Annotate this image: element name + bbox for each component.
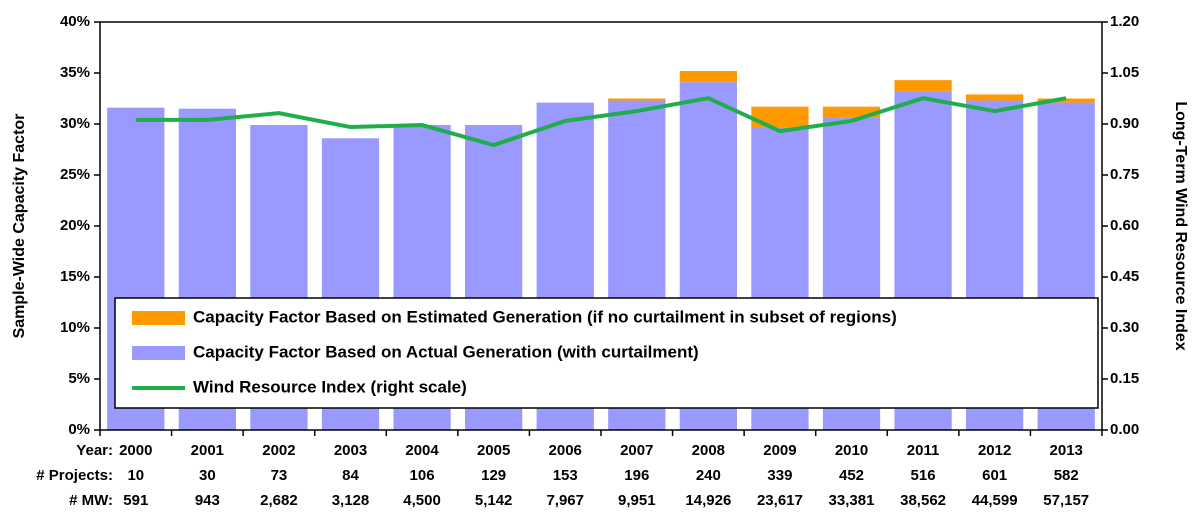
y-tick-label: 20% [60, 217, 90, 234]
legend-label: Capacity Factor Based on Actual Generati… [193, 342, 699, 361]
table-cell: 2013 [1050, 442, 1083, 459]
y-tick-label: 40% [60, 13, 90, 30]
legend-label: Capacity Factor Based on Estimated Gener… [193, 307, 897, 326]
table-cell: 23,617 [757, 492, 803, 509]
y-axis-title: Sample-Wide Capacity Factor [11, 114, 28, 339]
table-cell: 106 [410, 467, 435, 484]
table-cell: 516 [911, 467, 936, 484]
legend-swatch [132, 311, 185, 325]
table-cell: 30 [199, 467, 216, 484]
table-cell: 452 [839, 467, 864, 484]
y-tick-label: 10% [60, 319, 90, 336]
table-cell: 129 [481, 467, 506, 484]
table-cell: 2001 [191, 442, 224, 459]
y2-tick-label: 1.05 [1110, 64, 1139, 81]
y2-axis-title: Long-Term Wind Resource Index [1172, 101, 1189, 350]
table-cell: 73 [271, 467, 288, 484]
table-cell: 339 [767, 467, 792, 484]
bar [822, 106, 881, 118]
table-cell: 57,157 [1043, 492, 1089, 509]
y-tick-label: 5% [68, 370, 90, 387]
table-cell: 10 [127, 467, 144, 484]
table-cell: 33,381 [829, 492, 875, 509]
bar [608, 98, 666, 101]
table-cell: 196 [624, 467, 649, 484]
table-cell: 2012 [978, 442, 1011, 459]
bar [679, 70, 737, 83]
table-cell: 84 [342, 467, 359, 484]
table-cell: 2011 [907, 442, 940, 459]
y2-tick-label: 0.30 [1110, 319, 1139, 336]
table-cell: 240 [696, 467, 721, 484]
table-cell: 2008 [692, 442, 725, 459]
y2-tick-label: 0.60 [1110, 217, 1139, 234]
table-cell: 2009 [763, 442, 796, 459]
table-cell: 2003 [334, 442, 367, 459]
table-cell: 14,926 [685, 492, 731, 509]
table-cell: 2002 [262, 442, 295, 459]
bar [1037, 98, 1095, 103]
table-cell: 2004 [405, 442, 439, 459]
table-cell: 4,500 [403, 492, 441, 509]
table-cell: 2000 [119, 442, 152, 459]
legend-swatch [132, 346, 185, 360]
bar [894, 80, 952, 92]
table-cell: 44,599 [972, 492, 1018, 509]
table-cell: 2005 [477, 442, 510, 459]
table-cell: 943 [195, 492, 220, 509]
line [135, 96, 1067, 148]
table-cell: 153 [553, 467, 578, 484]
y2-tick-label: 1.20 [1110, 13, 1139, 30]
table-row-label: # MW: [69, 492, 113, 509]
table-row-label: # Projects: [36, 467, 113, 484]
y-tick-label: 35% [60, 64, 90, 81]
bar [751, 106, 809, 128]
table-cell: 601 [982, 467, 1007, 484]
table-cell: 591 [123, 492, 148, 509]
y2-tick-label: 0.15 [1110, 370, 1139, 387]
bar [966, 94, 1024, 101]
table-row-label: Year: [76, 442, 113, 459]
table-cell: 3,128 [332, 492, 370, 509]
y2-tick-label: 0.75 [1110, 166, 1139, 183]
y-tick-label: 30% [60, 115, 90, 132]
table-cell: 5,142 [475, 492, 513, 509]
y2-tick-label: 0.00 [1110, 421, 1139, 438]
table-cell: 582 [1054, 467, 1079, 484]
table-cell: 2,682 [260, 492, 298, 509]
table-cell: 38,562 [900, 492, 946, 509]
y2-tick-label: 0.90 [1110, 115, 1139, 132]
y-tick-label: 25% [60, 166, 90, 183]
table-cell: 2006 [549, 442, 582, 459]
legend-label: Wind Resource Index (right scale) [193, 377, 467, 396]
table-cell: 7,967 [546, 492, 584, 509]
table-cell: 9,951 [618, 492, 656, 509]
y-tick-label: 15% [60, 268, 90, 285]
table-cell: 2010 [835, 442, 868, 459]
y-tick-label: 0% [68, 421, 90, 438]
table-cell: 2007 [620, 442, 653, 459]
y2-tick-label: 0.45 [1110, 268, 1139, 285]
legend-box [114, 297, 1099, 409]
